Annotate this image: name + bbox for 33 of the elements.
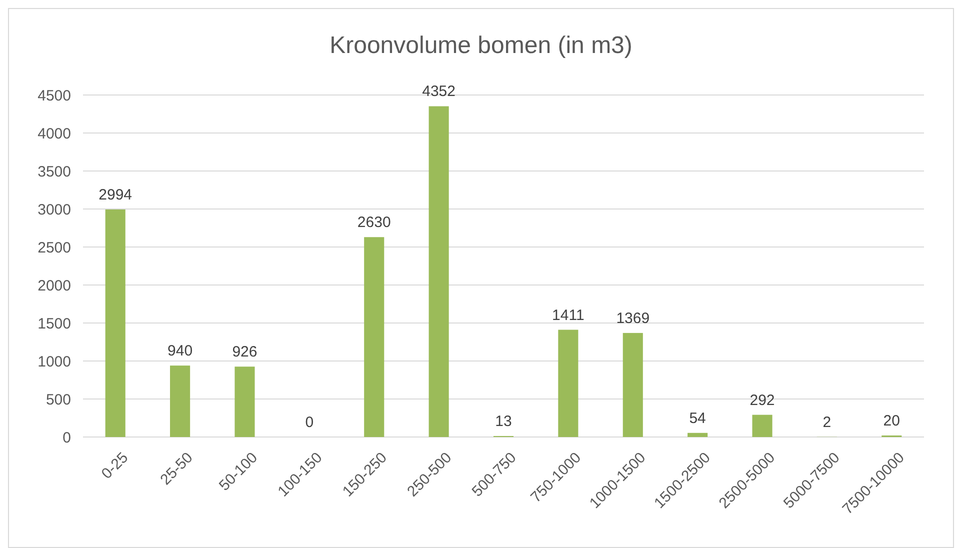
- data-label: 940: [168, 342, 193, 360]
- bar: [105, 209, 126, 437]
- data-label: 1369: [616, 310, 650, 327]
- y-tick-label: 4000: [38, 125, 71, 142]
- data-label: 292: [750, 392, 775, 409]
- y-tick-label: 0: [62, 429, 71, 446]
- data-label: 13: [495, 413, 512, 430]
- data-label: 4352: [422, 83, 456, 100]
- y-tick-label: 2500: [38, 239, 71, 256]
- data-label: 54: [689, 410, 706, 427]
- y-tick-label: 500: [46, 391, 71, 408]
- y-tick-label: 1500: [38, 315, 71, 332]
- bar: [428, 106, 449, 437]
- bar: [170, 366, 190, 437]
- bar: [752, 414, 772, 437]
- y-tick-label: 3500: [38, 163, 71, 180]
- data-label: 2: [822, 414, 832, 431]
- data-label: 1411: [552, 306, 584, 324]
- bar: [234, 366, 255, 437]
- y-tick-label: 4500: [38, 87, 71, 104]
- chart-title: Kroonvolume bomen (in m3): [330, 32, 632, 59]
- data-label: 926: [232, 344, 258, 361]
- bar: [364, 237, 384, 437]
- bar: [688, 432, 708, 437]
- y-tick-label: 3000: [38, 201, 71, 218]
- y-tick-label: 2000: [38, 277, 71, 294]
- bar: [558, 330, 578, 437]
- data-label: 2630: [357, 214, 391, 232]
- data-label: 0: [305, 414, 314, 431]
- bar: [622, 332, 643, 437]
- data-label: 20: [883, 412, 900, 430]
- y-tick-label: 1000: [38, 353, 71, 370]
- data-label: 2994: [98, 186, 132, 204]
